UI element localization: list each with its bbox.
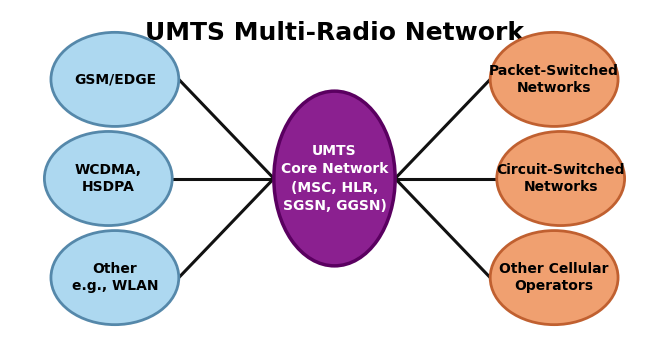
Text: Other
e.g., WLAN: Other e.g., WLAN [72,262,158,293]
Ellipse shape [490,32,618,126]
Ellipse shape [490,231,618,325]
Ellipse shape [51,231,179,325]
Text: Packet-Switched
Networks: Packet-Switched Networks [489,64,619,95]
Ellipse shape [44,132,172,225]
Ellipse shape [497,132,625,225]
Text: Other Cellular
Operators: Other Cellular Operators [499,262,609,293]
Ellipse shape [51,32,179,126]
Text: UMTS Multi-Radio Network: UMTS Multi-Radio Network [145,21,524,44]
Text: WCDMA,
HSDPA: WCDMA, HSDPA [75,163,142,194]
Text: Circuit-Switched
Networks: Circuit-Switched Networks [496,163,625,194]
Text: UMTS
Core Network
(MSC, HLR,
SGSN, GGSN): UMTS Core Network (MSC, HLR, SGSN, GGSN) [281,144,388,213]
Text: GSM/EDGE: GSM/EDGE [74,72,156,86]
Ellipse shape [274,91,395,266]
